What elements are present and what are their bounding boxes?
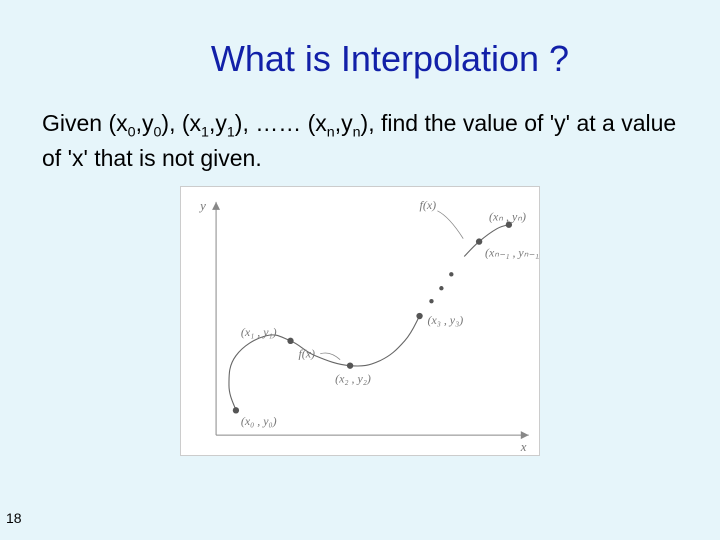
slide-title: What is Interpolation ? bbox=[0, 0, 720, 80]
subscript: n bbox=[353, 125, 361, 141]
page-number: 18 bbox=[6, 510, 22, 526]
svg-text:(xₙ , yₙ): (xₙ , yₙ) bbox=[489, 210, 526, 224]
subscript: 1 bbox=[227, 125, 235, 141]
interpolation-figure: y x (x₀ , y₀) (x₁ , y₁) (x₂ , y₂) (x₃ , y₃) (x… bbox=[180, 186, 540, 456]
svg-text:(xₙ₋₁ , yₙ₋₁): (xₙ₋₁ , yₙ₋₁) bbox=[485, 245, 540, 259]
svg-text:(x₃ , y₃): (x₃ , y₃) bbox=[427, 313, 463, 327]
svg-text:y: y bbox=[198, 199, 206, 213]
body-text-part: ,y bbox=[335, 110, 353, 136]
svg-text:f(x): f(x) bbox=[298, 347, 315, 361]
svg-text:(x₁ , y₁): (x₁ , y₁) bbox=[241, 325, 277, 339]
slide-body: Given (x0,y0), (x1,y1), …… (xn,yn), find… bbox=[0, 80, 720, 174]
body-text-part: ), (x bbox=[161, 110, 201, 136]
svg-text:(x₂ , y₂): (x₂ , y₂) bbox=[335, 371, 371, 385]
subscript: 1 bbox=[201, 125, 209, 141]
body-text-part: ,y bbox=[136, 110, 154, 136]
subscript: n bbox=[327, 125, 335, 141]
body-text-part: ), …… (x bbox=[235, 110, 327, 136]
svg-text:f(x): f(x) bbox=[420, 198, 437, 212]
body-text-part: Given (x bbox=[42, 110, 128, 136]
body-text-part: ,y bbox=[209, 110, 227, 136]
svg-text:(x₀ , y₀): (x₀ , y₀) bbox=[241, 414, 277, 428]
svg-text:x: x bbox=[520, 440, 527, 454]
subscript: 0 bbox=[128, 125, 136, 141]
